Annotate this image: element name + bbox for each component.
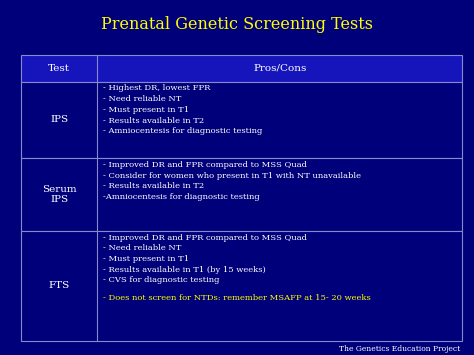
Bar xyxy=(21,55,462,82)
Bar xyxy=(21,231,462,341)
Text: - Improved DR and FPR compared to MSS Quad
- Need reliable NT
- Must present in : - Improved DR and FPR compared to MSS Qu… xyxy=(103,234,307,284)
Text: Pros/Cons: Pros/Cons xyxy=(253,64,306,73)
Text: Serum
IPS: Serum IPS xyxy=(42,185,77,204)
Text: IPS: IPS xyxy=(50,115,68,124)
Bar xyxy=(21,158,462,231)
Text: - Highest DR, lowest FPR
- Need reliable NT
- Must present in T1
- Results avail: - Highest DR, lowest FPR - Need reliable… xyxy=(103,84,262,135)
Text: Test: Test xyxy=(48,64,70,73)
Text: FTS: FTS xyxy=(49,281,70,290)
Text: Prenatal Genetic Screening Tests: Prenatal Genetic Screening Tests xyxy=(101,16,373,33)
Text: - Does not screen for NTDs: remember MSAFP at 15- 20 weeks: - Does not screen for NTDs: remember MSA… xyxy=(103,294,371,302)
Text: - Improved DR and FPR compared to MSS Quad
- Consider for women who present in T: - Improved DR and FPR compared to MSS Qu… xyxy=(103,161,361,201)
Text: The Genetics Education Project: The Genetics Education Project xyxy=(338,345,460,353)
Bar xyxy=(21,82,462,158)
